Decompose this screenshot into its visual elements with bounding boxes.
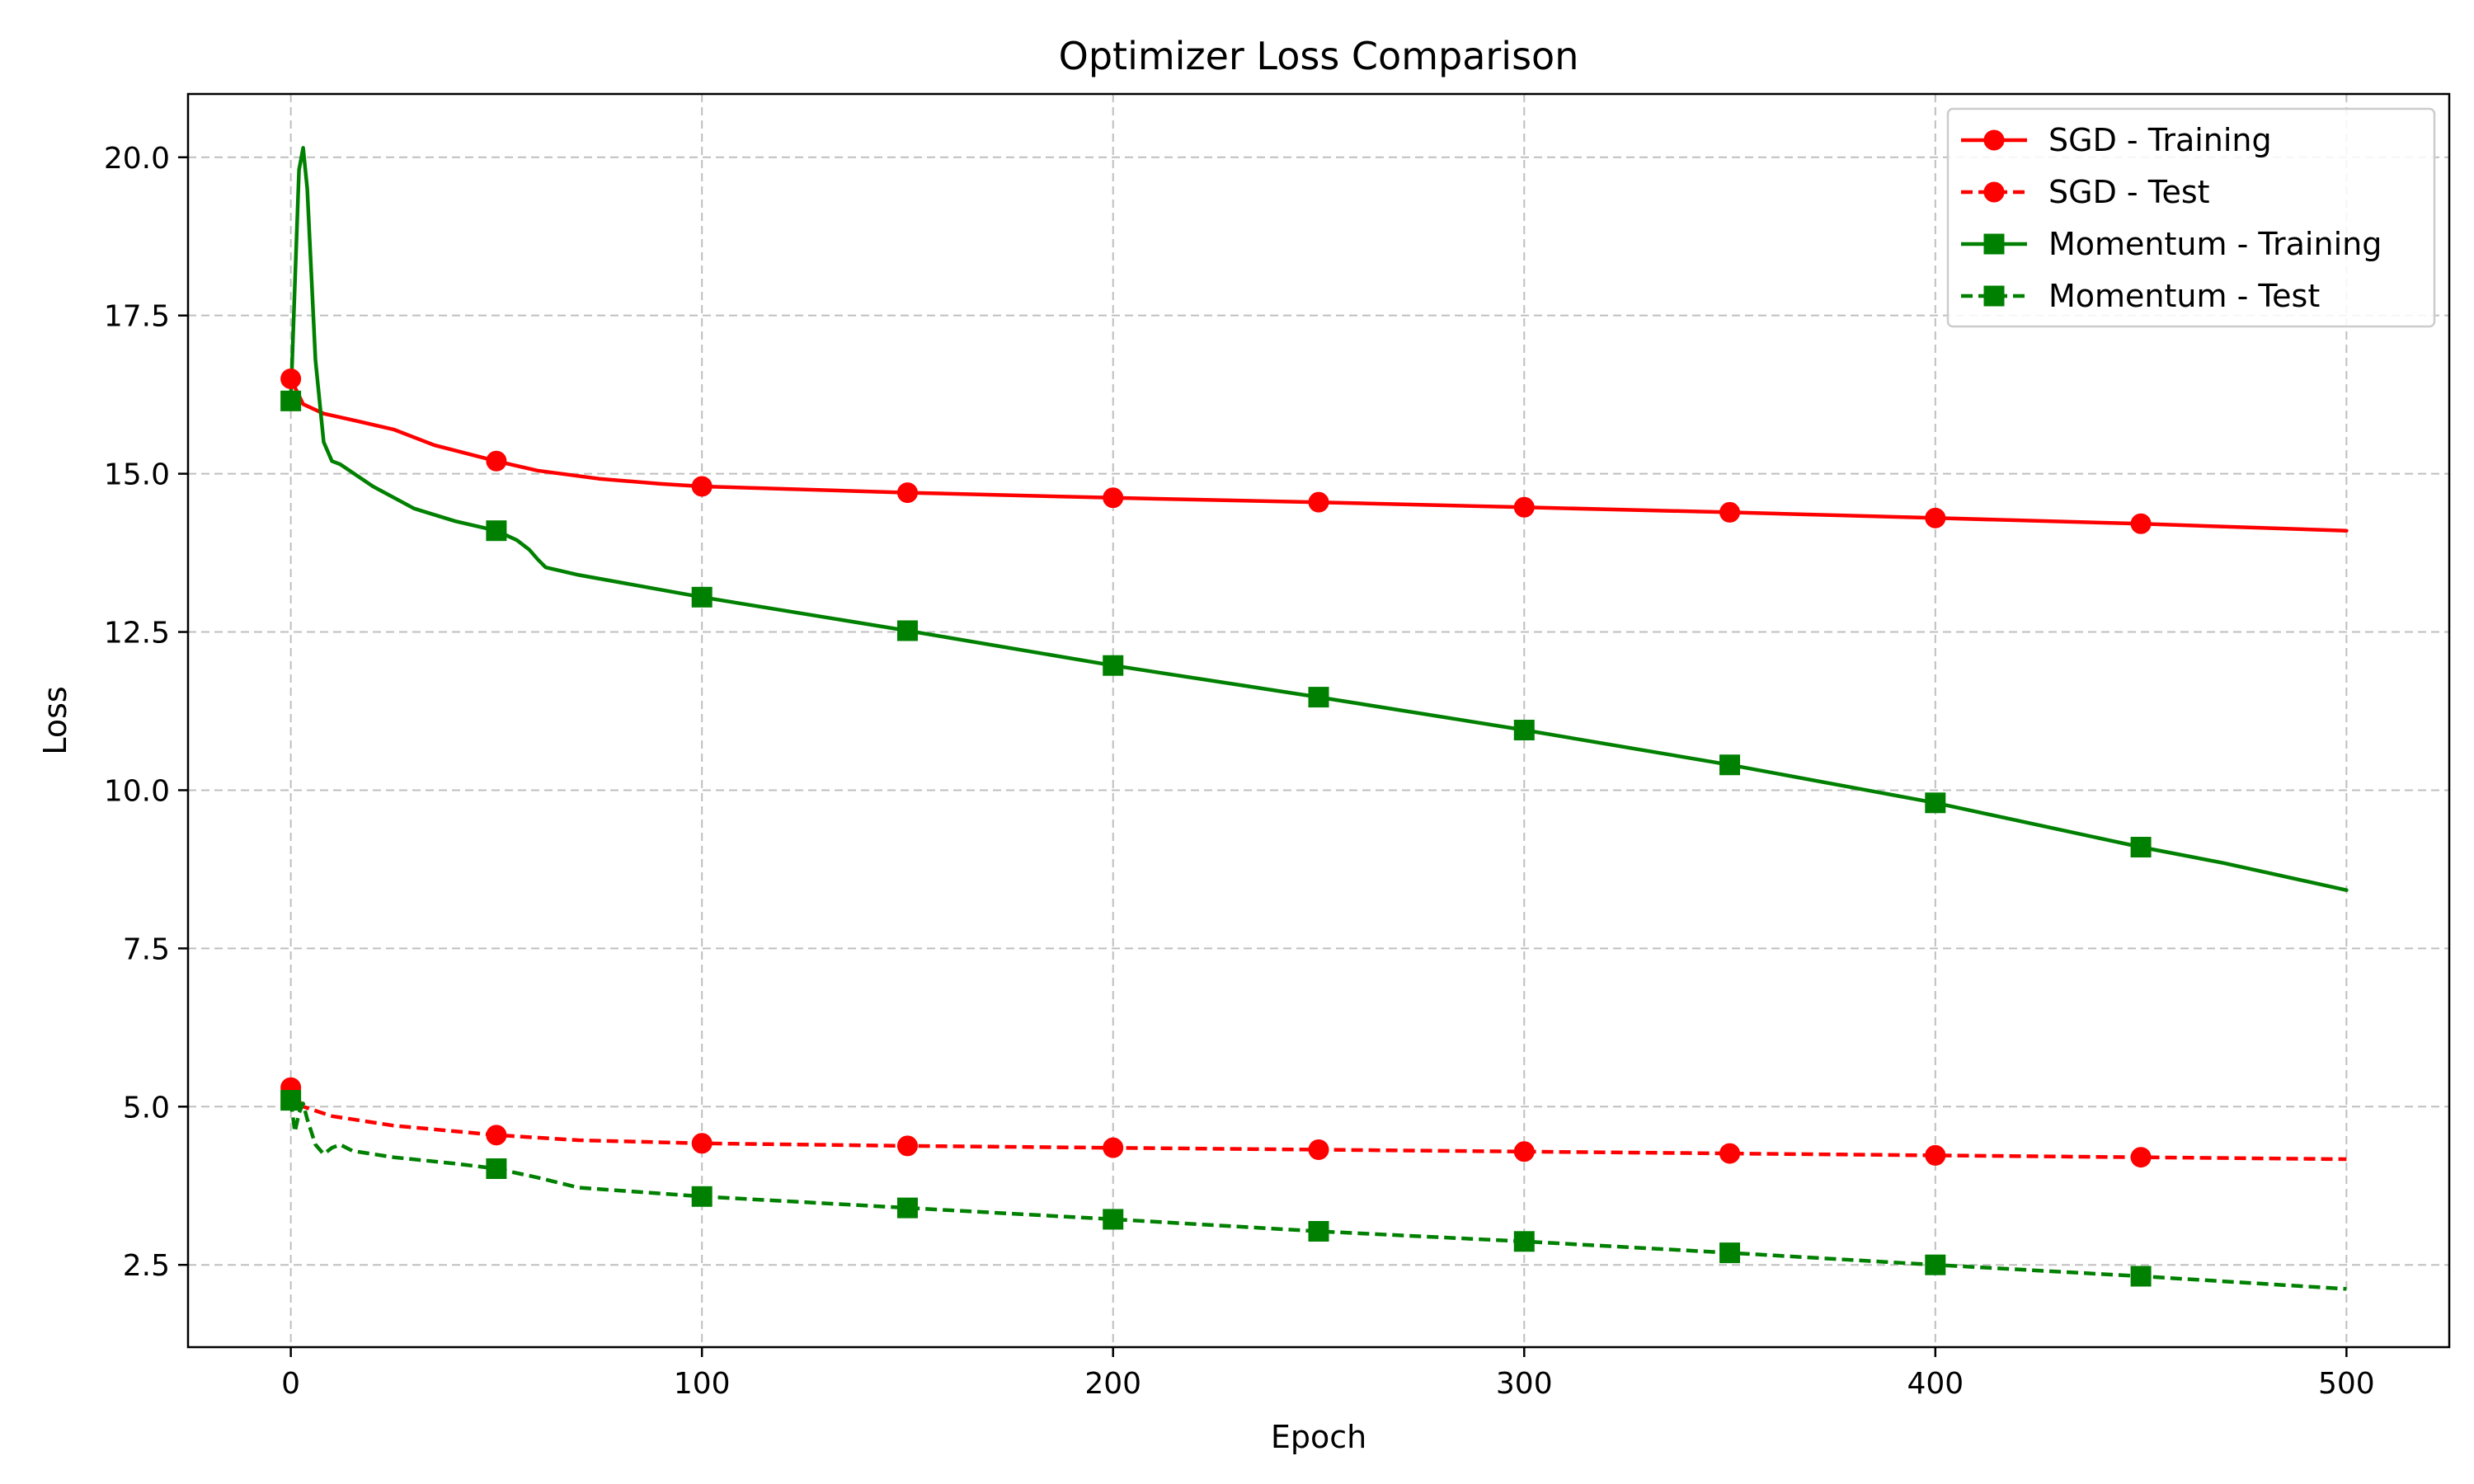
- sgd-test-marker: [1925, 1144, 1946, 1166]
- sgd-test-marker: [691, 1133, 713, 1154]
- y-tick-label: 20.0: [104, 142, 170, 176]
- legend-label-sgd-training: SGD - Training: [2048, 122, 2272, 158]
- sgd-training-marker: [486, 450, 507, 472]
- sgd-training-marker: [1719, 501, 1741, 523]
- sgd-test-marker: [486, 1125, 507, 1146]
- x-tick-label: 500: [2318, 1367, 2375, 1401]
- x-tick-label: 300: [1496, 1367, 1553, 1401]
- y-tick-label: 17.5: [104, 300, 170, 334]
- momentum-test-line: [289, 1100, 2347, 1291]
- momentum-test-marker: [691, 1186, 713, 1207]
- momentum-training-marker: [1925, 792, 1946, 814]
- x-tick-label: 200: [1084, 1367, 1141, 1401]
- momentum-test-marker: [486, 1158, 507, 1180]
- y-axis-label: Loss: [37, 686, 73, 754]
- x-tick-label: 0: [281, 1367, 300, 1401]
- momentum-training-marker: [280, 390, 302, 411]
- sgd-training-marker: [1925, 507, 1946, 528]
- plot-frame: [186, 92, 2451, 1349]
- sgd-test-marker: [1513, 1141, 1535, 1162]
- momentum-test-marker: [1308, 1221, 1329, 1242]
- sgd-training-marker: [691, 476, 713, 497]
- legend-marker-momentum-test: [1983, 285, 2005, 307]
- momentum-training-marker: [2130, 837, 2152, 858]
- sgd-training-marker: [280, 368, 302, 389]
- legend-marker-sgd-training: [1983, 129, 2005, 151]
- x-tick-label: 100: [674, 1367, 731, 1401]
- y-tick-label: 12.5: [104, 617, 170, 650]
- sgd-training-marker: [1103, 487, 1124, 509]
- series-markers: [280, 368, 2152, 1287]
- x-tick-label: 400: [1907, 1367, 1964, 1401]
- momentum-training-marker: [1719, 754, 1741, 776]
- y-tick-label: 5.0: [123, 1091, 170, 1125]
- momentum-training-marker: [1513, 720, 1535, 741]
- legend: SGD - Training SGD - Test Momentum - Train…: [1946, 107, 2436, 328]
- sgd-test-marker: [1103, 1137, 1124, 1158]
- y-tick-label: 7.5: [123, 932, 170, 966]
- sgd-training-marker: [2130, 513, 2152, 534]
- momentum-training-line: [289, 146, 2349, 892]
- momentum-training-marker: [691, 586, 713, 608]
- momentum-training-marker: [1103, 655, 1124, 676]
- y-tick-label: 2.5: [123, 1249, 170, 1283]
- sgd-test-marker: [2130, 1147, 2152, 1168]
- x-axis-label: Epoch: [1271, 1419, 1366, 1455]
- momentum-test-marker: [1719, 1242, 1741, 1264]
- y-tick-label: 15.0: [104, 458, 170, 492]
- momentum-test-marker: [1103, 1209, 1124, 1230]
- y-tick-label: 10.0: [104, 774, 170, 808]
- momentum-training-marker: [1308, 687, 1329, 708]
- legend-marker-momentum-training: [1983, 233, 2005, 255]
- momentum-training-marker: [896, 620, 918, 641]
- legend-label-sgd-test: SGD - Test: [2048, 174, 2210, 210]
- legend-label-momentum-test: Momentum - Test: [2048, 278, 2320, 314]
- sgd-test-marker: [896, 1135, 918, 1157]
- legend-label-momentum-training: Momentum - Training: [2048, 226, 2382, 262]
- momentum-test-marker: [2130, 1266, 2152, 1287]
- momentum-test-marker: [1925, 1254, 1946, 1275]
- legend-box: [1946, 107, 2436, 328]
- chart-title: Optimizer Loss Comparison: [1059, 34, 1579, 78]
- sgd-test-marker: [1308, 1139, 1329, 1160]
- momentum-training-marker: [486, 520, 507, 542]
- sgd-training-marker: [1308, 491, 1329, 513]
- momentum-test-marker: [280, 1090, 302, 1111]
- sgd-training-marker: [896, 482, 918, 504]
- axis-ticks: 0 100 200 300 400 500 2.5 5.0 7.5 10.0 12.5 15.0 17.…: [104, 142, 2375, 1401]
- momentum-test-marker: [896, 1197, 918, 1219]
- momentum-test-marker: [1513, 1231, 1535, 1252]
- sgd-training-marker: [1513, 496, 1535, 518]
- sgd-test-marker: [1719, 1143, 1741, 1164]
- legend-marker-sgd-test: [1983, 181, 2005, 203]
